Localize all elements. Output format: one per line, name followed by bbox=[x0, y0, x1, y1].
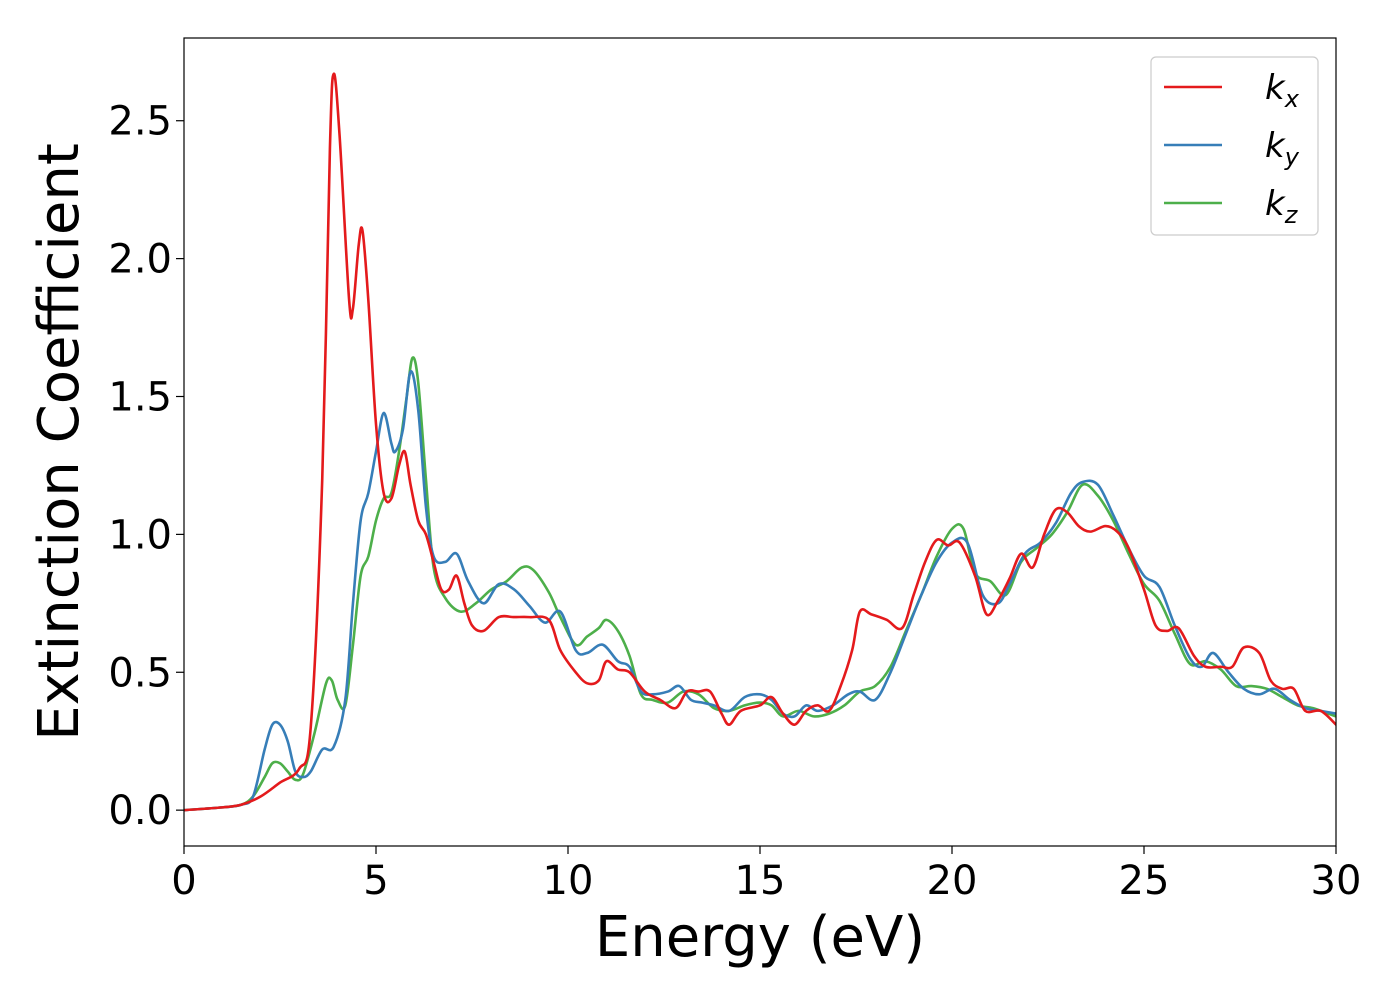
legend-label-base: k bbox=[1265, 184, 1286, 224]
x-tick-label: 5 bbox=[363, 858, 388, 904]
y-tick-label: 1.0 bbox=[108, 512, 172, 558]
x-tick-label: 15 bbox=[735, 858, 786, 904]
legend-box bbox=[1150, 56, 1319, 236]
series-line-z bbox=[184, 356, 1336, 812]
series-line-x bbox=[184, 72, 1336, 812]
y-tick-label: 0.5 bbox=[108, 650, 172, 696]
legend-label-z: kz bbox=[1265, 184, 1299, 229]
legend-label-subscript: y bbox=[1284, 143, 1300, 171]
x-tick-label: 0 bbox=[171, 858, 196, 904]
legend-label-base: k bbox=[1265, 68, 1286, 108]
legend-label-x: kx bbox=[1265, 68, 1300, 113]
y-tick-label: 2.0 bbox=[108, 237, 172, 283]
x-tick-label: 30 bbox=[1311, 858, 1362, 904]
y-tick-label: 2.5 bbox=[108, 99, 172, 145]
legend-label-y: ky bbox=[1265, 126, 1300, 171]
legend-label-subscript: x bbox=[1284, 85, 1300, 113]
x-tick-label: 10 bbox=[543, 858, 594, 904]
ticks-layer: 0 5 10 15 20 25 30 0.0 0.5 1.0 1.5 2.0 2.5 bbox=[108, 99, 1361, 904]
legend-label-base: k bbox=[1265, 126, 1286, 166]
legend-label-subscript: z bbox=[1284, 201, 1299, 229]
x-tick-label: 20 bbox=[927, 858, 978, 904]
series-line-y bbox=[184, 370, 1336, 812]
x-axis-label: Energy (eV) bbox=[595, 905, 925, 970]
series-layer bbox=[184, 72, 1336, 812]
y-tick-label: 1.5 bbox=[108, 374, 172, 420]
y-tick-label: 0.0 bbox=[108, 788, 172, 834]
x-tick-label: 25 bbox=[1119, 858, 1170, 904]
y-axis-label: Extinction Coefficient bbox=[27, 143, 92, 741]
